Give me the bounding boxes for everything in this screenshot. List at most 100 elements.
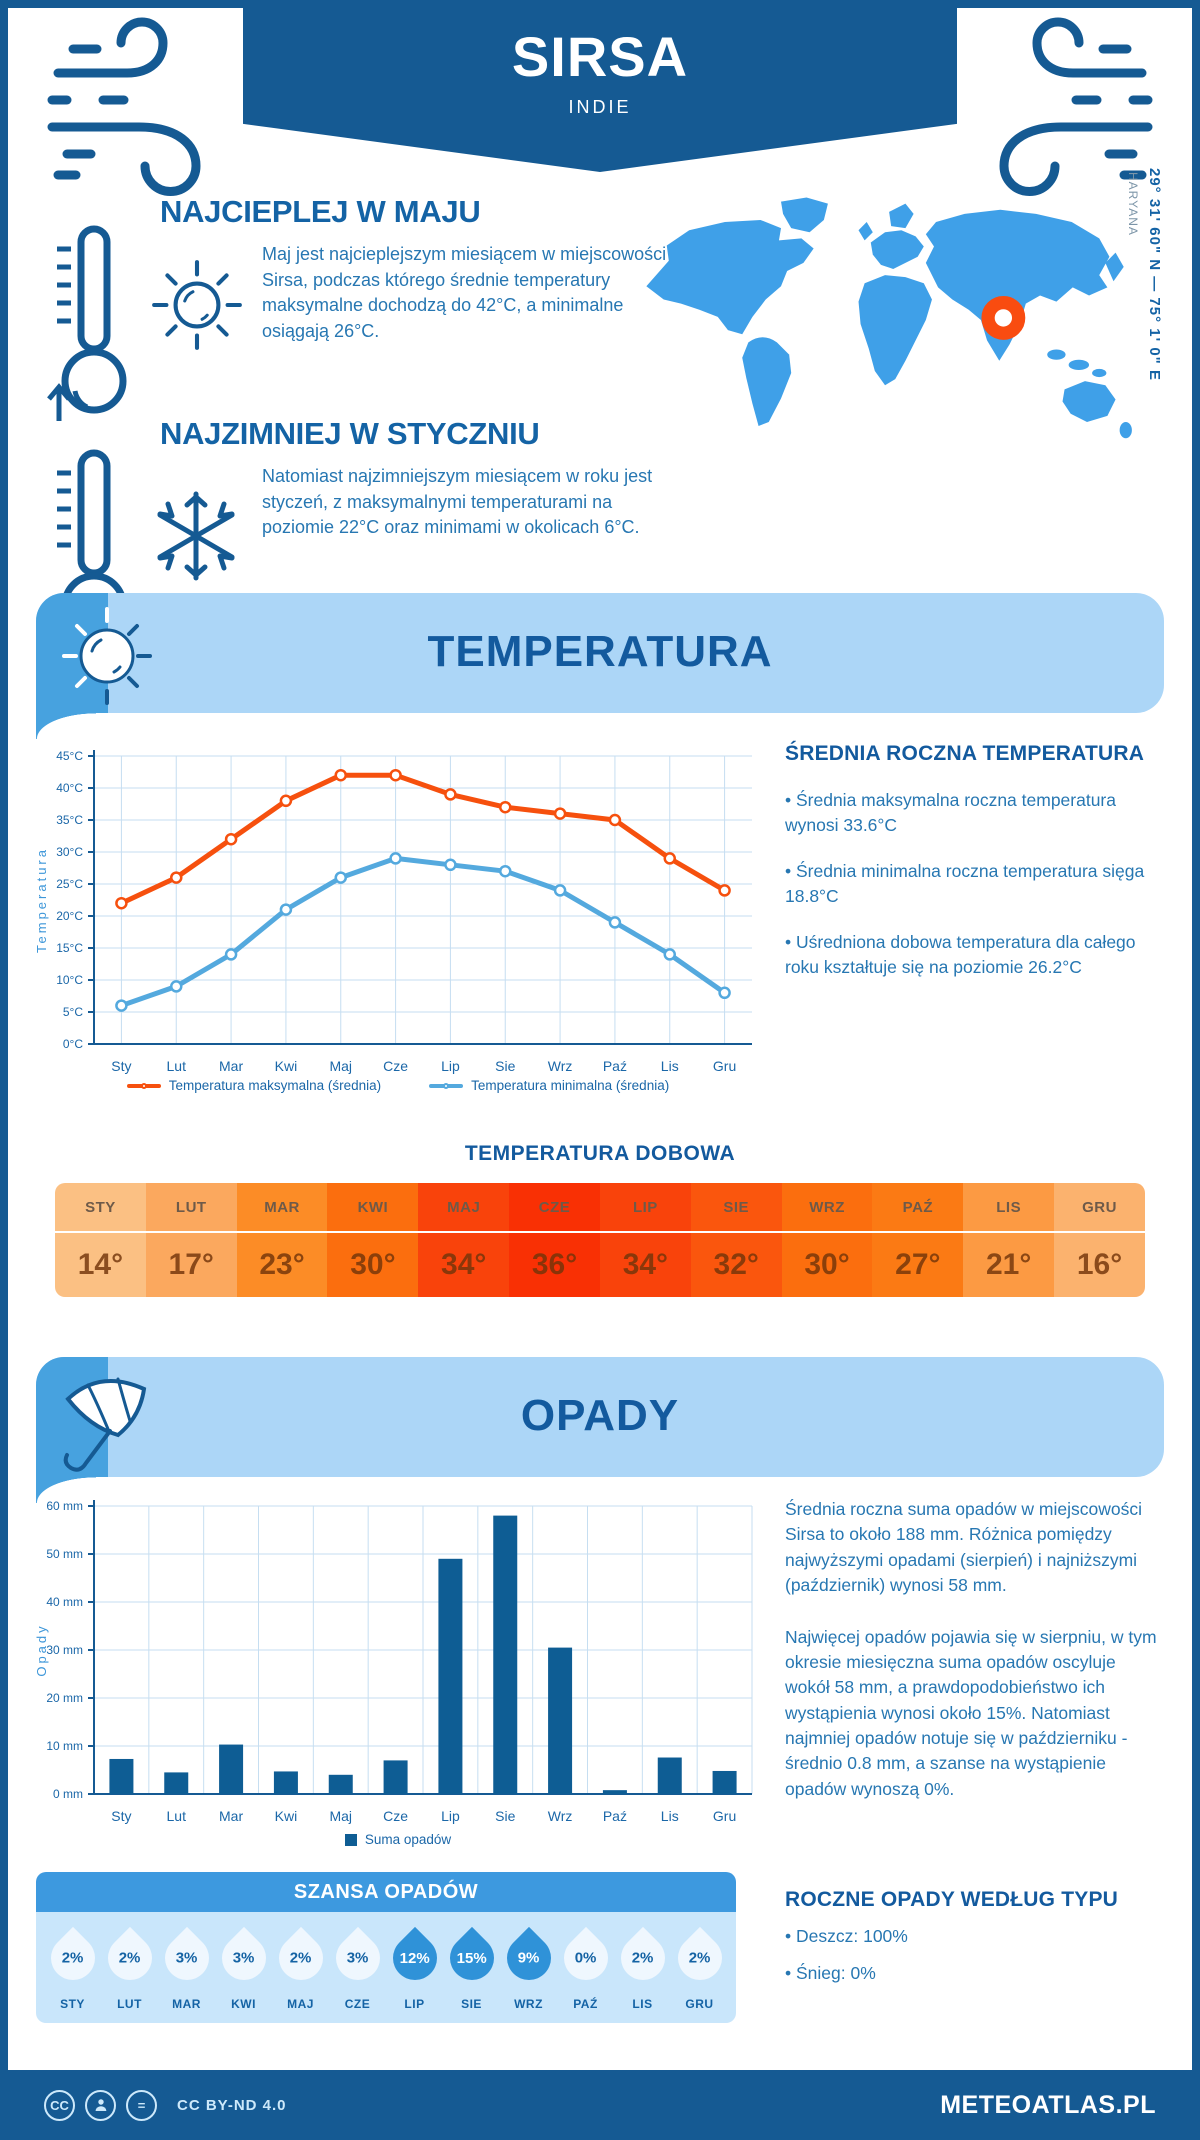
svg-text:20°C: 20°C xyxy=(56,909,83,923)
svg-text:Gru: Gru xyxy=(713,1808,736,1824)
droplet-icon: 2% xyxy=(98,1926,161,1990)
table-column: WRZ 30° xyxy=(781,1183,873,1297)
page-left-border xyxy=(0,0,8,2140)
snowflake-icon xyxy=(146,486,246,586)
month-label: KWI xyxy=(327,1183,419,1233)
precip-chance-body: 2% STY 2% LUT 3% MAR 3% KWI 2% MAJ 3% CZE 12% L… xyxy=(36,1912,736,2023)
svg-text:0°C: 0°C xyxy=(63,1037,83,1051)
location-marker xyxy=(981,295,1026,340)
svg-text:Lut: Lut xyxy=(167,1058,187,1074)
month-label: GRU xyxy=(1054,1183,1145,1233)
svg-text:Temperatura: Temperatura xyxy=(34,847,49,953)
temperature-section-banner: TEMPERATURA xyxy=(36,593,1164,739)
annual-temperature-block: ŚREDNIA ROCZNA TEMPERATURA • Średnia mak… xyxy=(785,742,1165,979)
svg-text:Kwi: Kwi xyxy=(275,1808,298,1824)
svg-text:Maj: Maj xyxy=(329,1058,352,1074)
svg-text:20 mm: 20 mm xyxy=(46,1691,83,1705)
svg-text:45°C: 45°C xyxy=(56,749,83,763)
legend-label: Suma opadów xyxy=(364,1832,452,1847)
month-label: MAJ xyxy=(418,1183,510,1233)
svg-text:0 mm: 0 mm xyxy=(53,1787,83,1801)
chance-cell: 12% LIP xyxy=(383,1926,446,2011)
table-column: KWI 30° xyxy=(327,1183,419,1297)
annual-temperature-heading: ŚREDNIA ROCZNA TEMPERATURA xyxy=(785,742,1145,765)
legend-line-marker xyxy=(126,1082,161,1089)
svg-text:Kwi: Kwi xyxy=(275,1058,298,1074)
droplet-icon: 3% xyxy=(326,1926,389,1990)
header-banner: SIRSA INDIE xyxy=(243,0,957,172)
chance-cell: 0% PAŹ xyxy=(554,1926,617,2011)
annual-bullet: • Średnia maksymalna roczna temperatura … xyxy=(785,790,1116,835)
legend-item-max: Temperatura maksymalna (średnia) xyxy=(126,1078,382,1093)
precip-chance-panel: SZANSA OPADÓW 2% STY 2% LUT 3% MAR 3% KWI 2%… xyxy=(36,1872,736,2023)
svg-text:35°C: 35°C xyxy=(56,813,83,827)
chance-cell: 3% MAR xyxy=(155,1926,218,2011)
svg-text:10 mm: 10 mm xyxy=(46,1739,83,1753)
temp-value: 23° xyxy=(259,1248,305,1281)
temp-value: 21° xyxy=(986,1248,1032,1281)
month-label: LUT xyxy=(145,1183,237,1233)
map-region-label: HARYANA xyxy=(1126,172,1140,236)
svg-text:5°C: 5°C xyxy=(63,1005,83,1019)
annual-bullet: • Uśredniona dobowa temperatura dla całe… xyxy=(785,932,1136,977)
table-column: LIP 34° xyxy=(599,1183,691,1297)
svg-text:Gru: Gru xyxy=(713,1058,736,1074)
droplet-icon: 3% xyxy=(212,1926,275,1990)
banner-fold xyxy=(36,1477,96,1503)
temperature-legend: Temperatura maksymalna (średnia) Tempera… xyxy=(36,1078,760,1093)
precipitation-legend: Suma opadów xyxy=(36,1832,760,1847)
svg-text:Cze: Cze xyxy=(383,1808,408,1824)
svg-text:Wrz: Wrz xyxy=(548,1808,573,1824)
droplet-icon: 0% xyxy=(554,1926,617,1990)
svg-text:Cze: Cze xyxy=(383,1058,408,1074)
precipitation-paragraph: Najwięcej opadów pojawia się w sierpniu,… xyxy=(785,1626,1157,1799)
license-text: CC BY-ND 4.0 xyxy=(177,2096,287,2114)
umbrella-icon xyxy=(52,1365,162,1475)
temp-value: 27° xyxy=(895,1248,941,1281)
cc-icon: CC xyxy=(44,2089,75,2121)
month-label: MAJ xyxy=(287,1997,314,2011)
svg-text:15°C: 15°C xyxy=(56,941,83,955)
chance-cell: 9% WRZ xyxy=(497,1926,560,2011)
svg-text:Mar: Mar xyxy=(219,1058,243,1074)
droplet-icon: 2% xyxy=(41,1926,104,1990)
no-derivatives-icon: = xyxy=(126,2089,157,2121)
table-column: STY 14° xyxy=(55,1183,146,1297)
legend-line-marker xyxy=(429,1082,464,1089)
legend-label: Temperatura maksymalna (średnia) xyxy=(168,1078,382,1093)
month-label: LIP xyxy=(599,1183,691,1233)
chance-cell: 2% STY xyxy=(41,1926,104,2011)
month-label: CZE xyxy=(344,1997,371,2011)
month-label: STY xyxy=(55,1183,146,1233)
month-label: MAR xyxy=(236,1183,328,1233)
table-column: LIS 21° xyxy=(963,1183,1055,1297)
annual-bullet: • Średnia minimalna roczna temperatura s… xyxy=(785,861,1145,906)
precip-type-bullet: • Deszcz: 100% xyxy=(785,1926,908,1946)
svg-text:30°C: 30°C xyxy=(56,845,83,859)
month-label: LUT xyxy=(117,1997,142,2011)
temp-value: 30° xyxy=(350,1248,396,1281)
droplet-icon: 9% xyxy=(497,1926,560,1990)
page-right-border xyxy=(1192,0,1200,2140)
svg-text:Maj: Maj xyxy=(329,1808,352,1824)
chance-cell: 2% LUT xyxy=(98,1926,161,2011)
month-label: GRU xyxy=(685,1997,714,2011)
license-row: CC = CC BY-ND 4.0 xyxy=(44,2089,287,2121)
droplet-icon: 12% xyxy=(383,1926,446,1990)
precip-type-heading: ROCZNE OPADY WEDŁUG TYPU xyxy=(785,1888,1119,1911)
temperature-line-chart: 0°C 5°C 10°C 15°C 20°C 25°C 30°C 35°C 40°C 45°C St… xyxy=(30,742,760,1090)
svg-text:Sty: Sty xyxy=(111,1808,131,1824)
month-label: PAŹ xyxy=(573,1997,598,2011)
temp-value: 30° xyxy=(804,1248,850,1281)
precipitation-text-block: Średnia roczna suma opadów w miejscowośc… xyxy=(785,1497,1165,1828)
temp-value: 14° xyxy=(77,1248,124,1281)
svg-text:Lis: Lis xyxy=(661,1058,679,1074)
temp-value: 16° xyxy=(1076,1248,1123,1281)
chance-cell: 2% MAJ xyxy=(269,1926,332,2011)
table-column: SIE 32° xyxy=(690,1183,782,1297)
temperature-section-title: TEMPERATURA xyxy=(427,627,773,676)
svg-text:40°C: 40°C xyxy=(56,781,83,795)
svg-text:Mar: Mar xyxy=(219,1808,243,1824)
table-column: GRU 16° xyxy=(1054,1183,1145,1297)
